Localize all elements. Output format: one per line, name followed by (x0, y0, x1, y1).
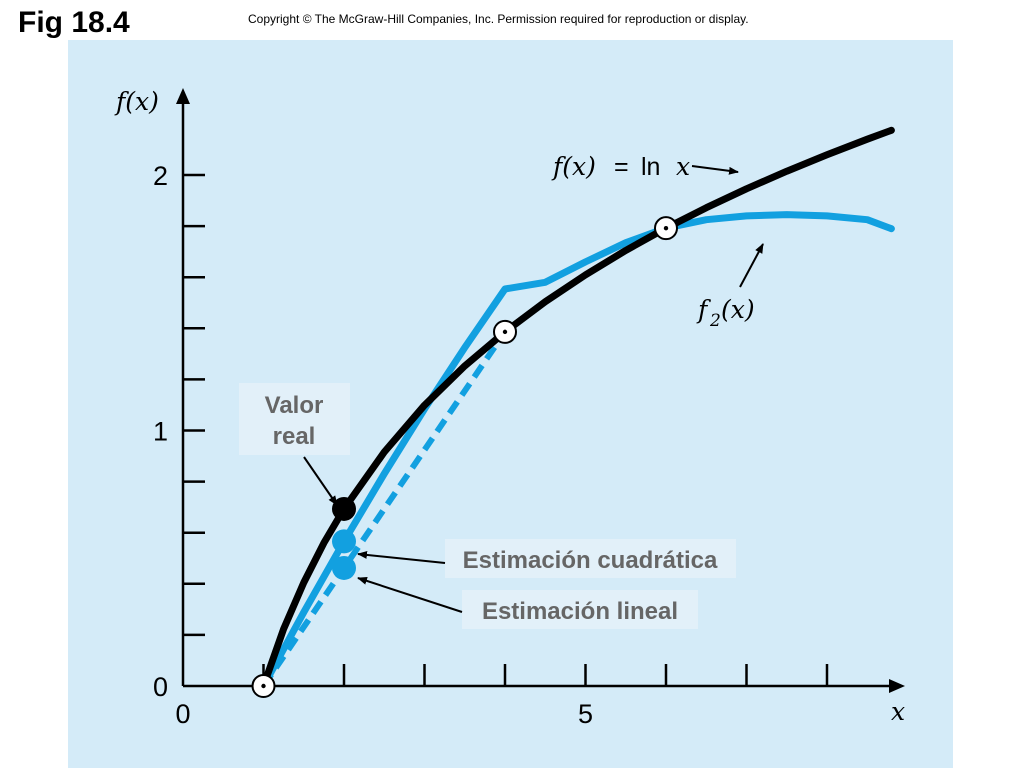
y-tick-label: 2 (153, 161, 168, 191)
data-point-center (261, 683, 266, 689)
ln-label-var: x (676, 152, 690, 181)
y-axis-arrow (176, 88, 190, 104)
ln-label-eq: = (614, 153, 629, 181)
linear-label: Estimación lineal (482, 598, 678, 625)
quadratic-arrow (357, 550, 446, 564)
valor-real-arrow (303, 456, 338, 506)
valor-real-annotation: Valor real (239, 383, 350, 506)
series-ln-x (260, 126, 895, 690)
linear-arrow (357, 576, 463, 613)
y-axis-label: f(x) (114, 87, 159, 116)
data-point-center (502, 329, 508, 335)
ln-label-fn: ln (641, 153, 660, 181)
quadratic-estimate (332, 529, 356, 554)
tick-labels: 0 5 0 1 2 (153, 161, 593, 729)
f2-label-arrow (739, 243, 764, 288)
x-tick-label: 0 (175, 699, 190, 729)
f2-label-fn: f (696, 295, 711, 324)
f2-label-arg: (x) (721, 295, 755, 324)
series-f2-x (260, 211, 895, 690)
quadratic-label: Estimación cuadrática (463, 547, 718, 574)
x-axis-label-text: x (891, 697, 905, 726)
x-tick-label: 5 (578, 699, 593, 729)
y-tick-label: 1 (153, 417, 168, 447)
series-linear (261, 330, 508, 688)
ln-curve-label: f(x) = ln x (551, 152, 739, 181)
data-point-center (663, 225, 669, 231)
valor-real-line2: real (273, 423, 316, 450)
y-tick-label: 0 (153, 672, 168, 702)
true-value (332, 496, 356, 521)
points-layer (251, 216, 678, 698)
quadratic-annotation: Estimación cuadrática (357, 539, 736, 578)
valor-real-line1: Valor (265, 392, 324, 419)
copyright-notice: Copyright © The McGraw-Hill Companies, I… (248, 12, 749, 26)
y-axis-label-text: f(x) (114, 87, 159, 116)
f2-curve-label: f 2 (x) (696, 243, 764, 331)
x-axis-label: x (891, 697, 905, 726)
ln-label-lhs: f(x) (551, 152, 596, 181)
figure-title: Fig 18.4 (18, 6, 130, 39)
f2-label-sub: 2 (709, 311, 721, 331)
linear-annotation: Estimación lineal (357, 576, 698, 629)
x-axis-arrow (889, 679, 905, 693)
linear-estimate (332, 555, 356, 580)
ln-label-arrow (691, 165, 739, 175)
series-layer (260, 126, 895, 690)
linear-box (462, 590, 698, 629)
quadratic-box (445, 539, 736, 578)
valor-real-box (239, 383, 350, 455)
